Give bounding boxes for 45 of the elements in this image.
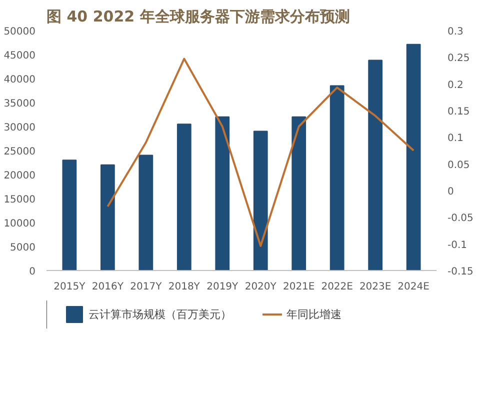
y-tick-label: 45000 xyxy=(4,50,36,62)
y-tick-label: 0 xyxy=(29,266,36,278)
y2-tick-label: 0.2 xyxy=(448,80,464,91)
y2-tick-label: 0.1 xyxy=(448,133,464,144)
y2-tick-label: -0.05 xyxy=(448,213,474,224)
y-tick-label: 10000 xyxy=(4,218,36,230)
y2-tick-label: 0.05 xyxy=(448,160,470,171)
bar xyxy=(138,154,154,270)
bar xyxy=(62,160,77,270)
y2-tick-label: 0.3 xyxy=(448,26,464,38)
y-tick-label: 25000 xyxy=(4,146,36,158)
x-tick-label: 2022E xyxy=(321,282,353,292)
x-tick-label: 2023E xyxy=(359,282,392,292)
x-tick-label: 2017Y xyxy=(130,282,163,292)
line-series xyxy=(106,58,415,247)
bar xyxy=(330,85,344,270)
y-tick-label: 5000 xyxy=(10,242,36,254)
y-tick-label: 40000 xyxy=(4,74,36,86)
y2-tick-label: 0.25 xyxy=(448,53,470,64)
x-tick-label: 2020Y xyxy=(244,282,278,292)
bar xyxy=(292,116,306,270)
bar xyxy=(176,124,192,270)
x-tick-label: 2024E xyxy=(398,282,430,292)
y-tick-label: 50000 xyxy=(4,26,36,38)
y2-tick-label: 0.15 xyxy=(448,106,470,118)
x-tick-label: 2018Y xyxy=(168,282,201,292)
x-tick-label: 2016Y xyxy=(92,282,124,292)
bar xyxy=(215,116,230,270)
chart-title: 图 40 2022 年全球服务器下游需求分布预测 xyxy=(46,8,350,26)
y-tick-label: 35000 xyxy=(4,98,36,110)
y2-tick-label: 0 xyxy=(448,186,454,198)
bar xyxy=(253,130,268,270)
legend-label: 云计算市场规模（百万美元） xyxy=(88,306,232,322)
y2-tick-label: -0.15 xyxy=(448,266,474,278)
y-tick-label: 30000 xyxy=(4,122,36,134)
bar xyxy=(406,44,421,270)
bar xyxy=(100,164,115,270)
x-tick-label: 2019Y xyxy=(206,282,240,292)
y-tick-label: 15000 xyxy=(4,194,36,206)
legend-label: 年同比增速 xyxy=(286,306,342,322)
y2-tick-label: -0.1 xyxy=(448,240,468,251)
x-tick-label: 2021E xyxy=(282,282,315,292)
y-tick-label: 20000 xyxy=(4,170,36,182)
x-tick-label: 2015Y xyxy=(54,282,86,292)
bar xyxy=(368,60,383,270)
